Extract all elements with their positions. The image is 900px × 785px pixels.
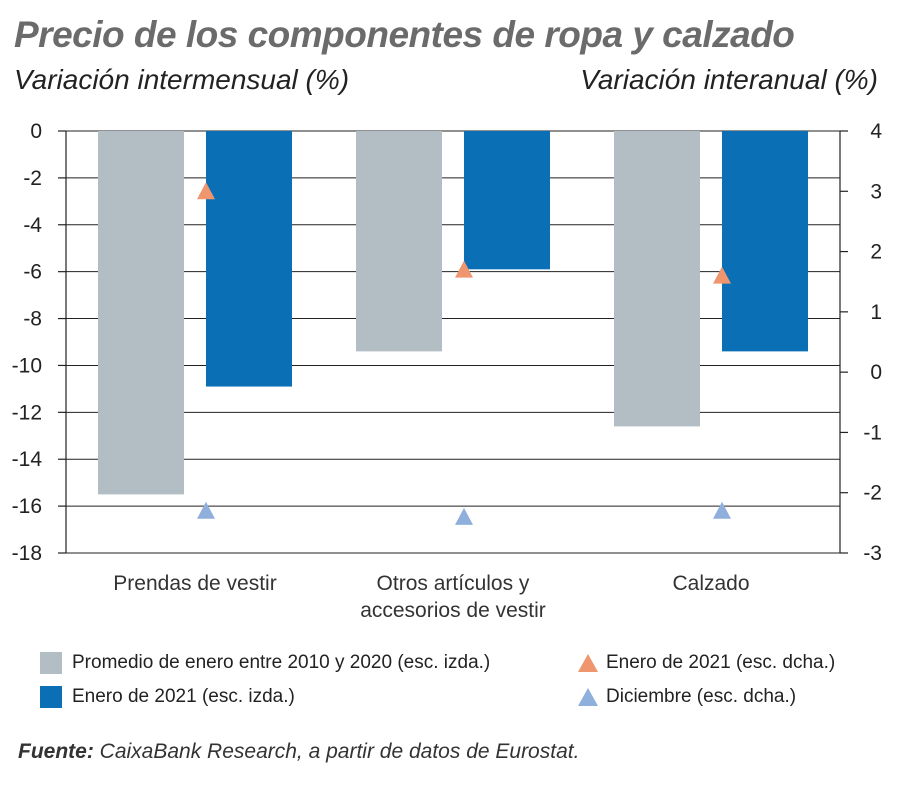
category-label: Prendas de vestir [113,572,276,595]
legend-label: Enero de 2021 (esc. dcha.) [606,652,836,673]
left-tick-label: -18 [12,542,42,565]
left-tick-label: -4 [23,214,42,237]
right-tick-label: 3 [870,180,882,203]
left-tick-label: -14 [12,448,43,471]
right-tick-label: 1 [870,301,882,324]
marker-enero-2021 [713,266,731,284]
category-labels: Prendas de vestir Otros artículos y acceso… [113,572,749,622]
category-label: Otros artículos y [377,572,530,595]
marker-diciembre [455,507,473,525]
legend-label: Diciembre (esc. dcha.) [606,686,797,707]
tick-labels: 0 -2 -4 -6 -8 -10 -12 -14 -16 -18 4 3 2 1 0 -1 -2 -3 [12,120,883,565]
legend-item-promedio: Promedio de enero entre 2010 y 2020 (esc… [40,652,490,674]
left-tick-label: 0 [30,120,42,143]
triangle-icon [578,688,598,706]
left-axis-label: Variación intermensual (%) [14,64,350,95]
bar-enero-2021 [206,131,292,387]
right-tick-label: 4 [870,120,882,143]
bar-promedio [98,131,184,495]
legend-swatch-gray [40,652,62,674]
right-tick-label: 2 [870,241,882,264]
chart-title: Precio de los componentes de ropa y calz… [14,14,795,55]
left-tick-label: -6 [23,261,42,284]
legend-label: Promedio de enero entre 2010 y 2020 (esc… [72,652,491,673]
left-tick-label: -10 [12,354,42,377]
bar-promedio [356,131,442,352]
legend-label: Enero de 2021 (esc. izda.) [72,686,295,707]
left-tick-label: -2 [23,167,42,190]
source-label: Fuente: [18,740,94,763]
bar-enero-2021 [464,131,550,270]
legend-item-enero-izda: Enero de 2021 (esc. izda.) [40,686,295,708]
left-tick-label: -12 [12,401,42,424]
marker-diciembre [197,501,215,519]
bar-enero-2021 [722,131,808,352]
bars [98,131,808,495]
right-tick-label: -3 [863,542,882,565]
chart-canvas: 0 -2 -4 -6 -8 -10 -12 -14 -16 -18 4 3 2 1 0 -1 -2 -3 Pren… [12,120,883,622]
markers [197,182,731,525]
right-tick-label: -1 [863,421,882,444]
axes [58,130,848,554]
source-note: Fuente: CaixaBank Research, a partir de … [18,740,579,764]
left-tick-label: -16 [12,495,42,518]
legend-item-diciembre: Diciembre (esc. dcha.) [578,686,796,708]
category-label: accesorios de vestir [360,599,546,622]
marker-enero-2021 [197,182,215,200]
marker-enero-2021 [455,260,473,278]
legend-item-enero-dcha: Enero de 2021 (esc. dcha.) [578,652,835,674]
bar-promedio [614,131,700,427]
left-tick-label: -8 [23,308,42,331]
source-text: CaixaBank Research, a partir de datos de… [93,740,580,763]
right-tick-label: 0 [870,361,882,384]
triangle-icon [578,654,598,672]
legend-swatch-blue [40,686,62,708]
category-label: Calzado [672,572,749,595]
marker-diciembre [713,501,731,519]
right-tick-label: -2 [863,482,882,505]
gridlines [66,130,840,554]
right-axis-label: Variación interanual (%) [580,64,878,95]
